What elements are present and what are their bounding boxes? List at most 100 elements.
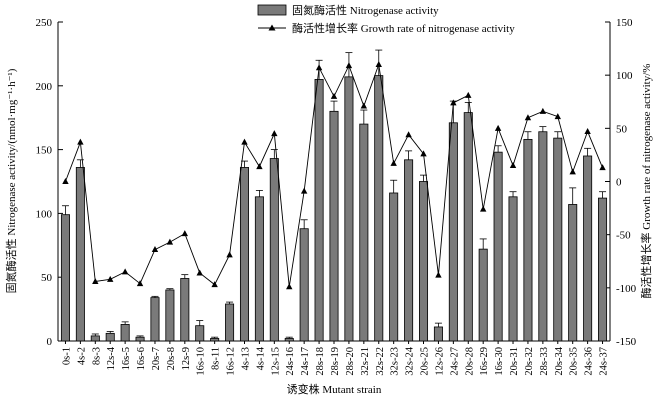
growth-point xyxy=(554,113,561,120)
legend-triangle-marker xyxy=(268,24,276,31)
bar xyxy=(583,155,593,342)
growth-point xyxy=(569,168,576,175)
bar xyxy=(75,167,85,342)
bar xyxy=(90,335,100,342)
bar xyxy=(329,110,339,342)
growth-point xyxy=(360,102,368,109)
x-tick-label: 4s-13 xyxy=(240,347,251,370)
legend-bar-swatch xyxy=(257,4,287,16)
x-tick-label: 4s-2 xyxy=(76,347,87,365)
growth-point xyxy=(211,281,218,288)
right-axis-ticks: -150 -100 -50 0 50 100 150 xyxy=(605,17,637,348)
legend: 固氮酶活性 Nitrogenase activity 酶活性增长率 Growth… xyxy=(257,3,515,35)
bar xyxy=(254,196,264,342)
x-tick-label: 8s-11 xyxy=(211,347,222,370)
x-tick-label: 32s-24 xyxy=(405,346,416,375)
growth-point xyxy=(539,107,547,114)
growth-point xyxy=(166,238,174,245)
bar xyxy=(225,303,235,342)
x-tick-label: 20s-32 xyxy=(524,347,535,376)
growth-point xyxy=(136,280,144,287)
bar xyxy=(568,204,578,342)
x-tick-label: 32s-23 xyxy=(390,347,401,376)
bar xyxy=(105,332,115,342)
left-tick-label: 150 xyxy=(36,145,53,157)
x-tick-label: 12s-9 xyxy=(181,347,192,370)
left-tick-label: 250 xyxy=(36,17,53,29)
x-tick-label: 16s-10 xyxy=(196,347,207,376)
x-tick-label: 28s-18 xyxy=(315,347,326,376)
growth-point xyxy=(196,269,203,276)
bar xyxy=(523,138,533,342)
x-tick-label: 28s-33 xyxy=(539,347,550,376)
growth-point xyxy=(286,283,293,290)
x-tick-label: 4s-14 xyxy=(255,346,266,370)
x-tick-label: 20s-31 xyxy=(509,347,520,376)
legend-line-label: 酶活性增长率 Growth rate of nitrogenase activi… xyxy=(292,21,515,35)
growth-point xyxy=(390,159,397,166)
right-tick-label: 0 xyxy=(616,177,622,189)
x-tick-label: 12s-15 xyxy=(270,347,281,376)
bar xyxy=(389,192,399,342)
x-tick-label: 20s-28 xyxy=(464,347,475,376)
growth-point xyxy=(330,92,338,99)
growth-point xyxy=(405,131,412,138)
bar xyxy=(344,76,354,342)
x-tick-label: 24s-36 xyxy=(584,347,595,376)
growth-line-series xyxy=(62,61,606,290)
x-tick-label: 20s-8 xyxy=(166,347,177,370)
x-tick-label: 24s-16 xyxy=(285,347,296,376)
bar xyxy=(284,338,294,342)
x-tick-label: 24s-17 xyxy=(300,347,311,376)
bar xyxy=(478,248,488,342)
growth-point xyxy=(62,178,69,184)
bar xyxy=(553,137,563,342)
x-tick-label: 20s-34 xyxy=(554,346,565,375)
left-axis-ticks: 0 50 100 150 200 250 xyxy=(36,17,63,348)
growth-point xyxy=(107,275,114,282)
left-tick-label: 50 xyxy=(41,272,53,284)
x-axis-title: 诱变株 Mutant strain xyxy=(287,382,382,396)
bar xyxy=(508,196,518,342)
growth-point xyxy=(450,99,457,106)
right-tick-label: -150 xyxy=(616,336,637,348)
left-tick-label: 0 xyxy=(47,336,53,348)
left-tick-label: 100 xyxy=(36,208,53,220)
right-tick-label: 150 xyxy=(616,17,633,29)
x-axis-ticks: 0s-1 4s-2 8s-3 12s-4 16s-5 16s-6 20s-7 20s-8 12s… xyxy=(61,341,610,376)
growth-point xyxy=(479,205,487,212)
x-tick-label: 28s-19 xyxy=(330,347,341,376)
bar xyxy=(195,325,205,342)
bar xyxy=(180,278,190,342)
y-axis-title-right: 酶活性增长率 Growth rate of nitrogenase activi… xyxy=(639,64,653,299)
growth-point xyxy=(494,124,502,131)
bar xyxy=(598,197,608,342)
x-tick-label: 16s-29 xyxy=(479,347,490,376)
x-tick-label: 0s-1 xyxy=(61,347,72,365)
growth-point xyxy=(435,271,442,278)
x-tick-label: 16s-6 xyxy=(136,347,147,370)
growth-point xyxy=(151,246,159,253)
bar xyxy=(60,214,70,342)
error-bar-series xyxy=(61,49,607,339)
right-tick-label: 100 xyxy=(616,70,633,82)
bar xyxy=(120,324,130,342)
growth-point xyxy=(300,187,308,194)
x-tick-label: 16s-5 xyxy=(121,347,132,370)
bar xyxy=(404,159,414,342)
growth-point xyxy=(345,62,353,69)
bar xyxy=(419,181,429,342)
bar xyxy=(299,228,309,342)
bar xyxy=(314,79,324,342)
bar xyxy=(269,158,279,342)
bar-series xyxy=(60,75,608,342)
bar xyxy=(433,326,443,342)
growth-point xyxy=(315,64,323,71)
right-tick-label: -100 xyxy=(616,283,637,295)
x-tick-label: 32s-22 xyxy=(375,347,386,376)
growth-point xyxy=(241,138,248,145)
bar xyxy=(493,151,503,342)
x-tick-label: 16s-12 xyxy=(226,347,237,376)
